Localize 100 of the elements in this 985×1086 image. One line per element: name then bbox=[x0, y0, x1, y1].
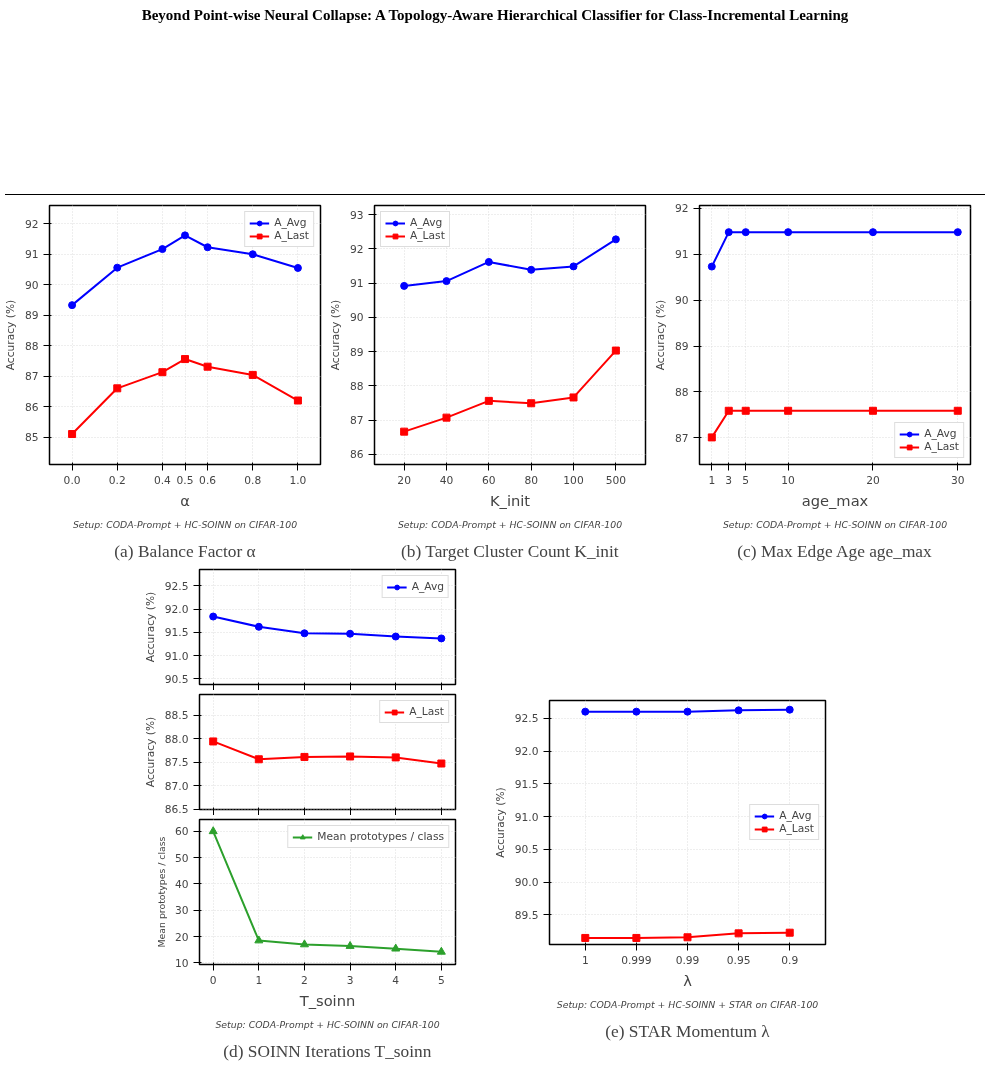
x-tick-label: 2 bbox=[301, 973, 308, 987]
y-axis-title: Accuracy (%) bbox=[143, 716, 157, 788]
legend-label: A_Last bbox=[779, 822, 814, 835]
x-tick-label: 0.8 bbox=[244, 473, 262, 487]
point bbox=[203, 362, 212, 371]
y-tick-label: 91 bbox=[349, 277, 364, 291]
point bbox=[484, 257, 493, 266]
y-tick-label: 87 bbox=[674, 431, 689, 445]
x-tick-label: 0.9 bbox=[781, 953, 799, 967]
x-tick-label: 80 bbox=[524, 473, 539, 487]
y-tick-label: 91.0 bbox=[164, 649, 189, 663]
x-tick-label: 100 bbox=[563, 473, 584, 487]
x-tick-label: 0.95 bbox=[726, 953, 751, 967]
point bbox=[346, 752, 355, 761]
y-axis-title: Accuracy (%) bbox=[328, 299, 342, 371]
y-tick-label: 90 bbox=[349, 311, 364, 325]
point bbox=[203, 243, 212, 252]
x-tick-label: 0 bbox=[209, 973, 217, 987]
point bbox=[437, 634, 446, 643]
point bbox=[113, 263, 122, 272]
x-tick-label: 0.0 bbox=[63, 473, 81, 487]
x-tick-label: 500 bbox=[605, 473, 627, 487]
legend-label: A_Last bbox=[924, 440, 959, 453]
point bbox=[632, 933, 641, 942]
y-tick-label: 91.5 bbox=[514, 777, 539, 791]
x-axis-title: K_init bbox=[489, 491, 531, 509]
y-tick-label: 90 bbox=[24, 278, 39, 292]
point bbox=[527, 265, 536, 274]
x-tick-label: 0.2 bbox=[108, 473, 126, 487]
y-tick-label: 90.0 bbox=[514, 876, 539, 890]
y-axis-title: Accuracy (%) bbox=[143, 591, 157, 663]
y-tick-label: 92.5 bbox=[514, 712, 539, 726]
point bbox=[953, 406, 962, 415]
point bbox=[734, 706, 743, 715]
point bbox=[683, 933, 692, 942]
point bbox=[442, 413, 451, 422]
y-tick-label: 89.5 bbox=[514, 908, 539, 922]
point bbox=[724, 406, 733, 415]
legend-label: A_Avg bbox=[410, 216, 443, 229]
x-tick-label: 20 bbox=[866, 473, 880, 487]
y-tick-label: 85 bbox=[24, 431, 39, 445]
point bbox=[581, 707, 590, 716]
point bbox=[299, 939, 309, 948]
point bbox=[300, 752, 309, 761]
point bbox=[254, 755, 263, 764]
y-tick-label: 90.5 bbox=[514, 843, 539, 857]
y-tick-label: 20 bbox=[174, 930, 189, 944]
text: (c) Max Edge Age age_max bbox=[737, 541, 933, 561]
x-tick-label: 30 bbox=[951, 473, 965, 487]
point bbox=[785, 705, 794, 714]
point bbox=[209, 612, 218, 621]
y-tick-label: 91 bbox=[674, 248, 689, 262]
point bbox=[734, 929, 743, 938]
point bbox=[248, 370, 257, 379]
legend-label: A_Last bbox=[410, 229, 445, 242]
text: Setup: CODA-Prompt + HC-SOINN + STAR on CIFAR-100 bbox=[556, 998, 819, 1010]
y-tick-label: 87.0 bbox=[164, 779, 189, 793]
legend-label: A_Last bbox=[409, 705, 444, 718]
point bbox=[868, 228, 877, 237]
x-tick-label: 0.999 bbox=[621, 953, 652, 967]
y-tick-label: 93 bbox=[349, 208, 364, 222]
point bbox=[785, 928, 794, 937]
x-tick-label: 1 bbox=[255, 973, 263, 987]
point bbox=[208, 826, 218, 835]
point bbox=[683, 707, 692, 716]
y-tick-label: 92.5 bbox=[164, 579, 189, 593]
point bbox=[391, 943, 401, 952]
x-tick-label: 5 bbox=[742, 473, 750, 487]
y-tick-label: 91 bbox=[24, 248, 39, 262]
point bbox=[68, 430, 77, 439]
y-tick-label: 60 bbox=[174, 825, 189, 839]
point bbox=[724, 228, 733, 237]
y-tick-label: 92.0 bbox=[164, 603, 189, 617]
x-tick-label: 0.5 bbox=[176, 473, 194, 487]
y-tick-label: 91.5 bbox=[164, 626, 189, 640]
y-tick-label: 88 bbox=[674, 385, 689, 399]
text: (a) Balance Factor α bbox=[114, 541, 256, 561]
y-tick-label: 86 bbox=[349, 448, 364, 462]
text: Setup: CODA-Prompt + HC-SOINN on CIFAR-100 bbox=[72, 518, 298, 530]
point bbox=[953, 228, 962, 237]
point bbox=[400, 281, 409, 290]
point bbox=[181, 355, 189, 364]
x-axis-title: T_soinn bbox=[298, 991, 356, 1009]
y-tick-label: 92 bbox=[24, 217, 39, 231]
y-axis-title: Mean prototypes / class bbox=[155, 836, 167, 948]
point bbox=[254, 935, 264, 944]
point bbox=[113, 384, 122, 393]
text: Beyond Point-wise Neural Collapse: A Topology-Aware Hierarchical Classifier for Class-Incremental Learning bbox=[141, 6, 849, 25]
point bbox=[527, 399, 536, 408]
y-tick-label: 90.5 bbox=[164, 672, 189, 686]
y-tick-label: 89 bbox=[674, 340, 689, 354]
text: (b) Target Cluster Count K_init bbox=[401, 541, 619, 561]
point bbox=[293, 396, 302, 405]
y-tick-label: 90 bbox=[674, 294, 689, 308]
y-tick-label: 88 bbox=[349, 379, 364, 393]
x-tick-label: 0.4 bbox=[153, 473, 172, 487]
point bbox=[436, 946, 446, 955]
point bbox=[784, 228, 793, 237]
y-tick-label: 88.0 bbox=[164, 732, 189, 746]
point bbox=[868, 406, 877, 415]
